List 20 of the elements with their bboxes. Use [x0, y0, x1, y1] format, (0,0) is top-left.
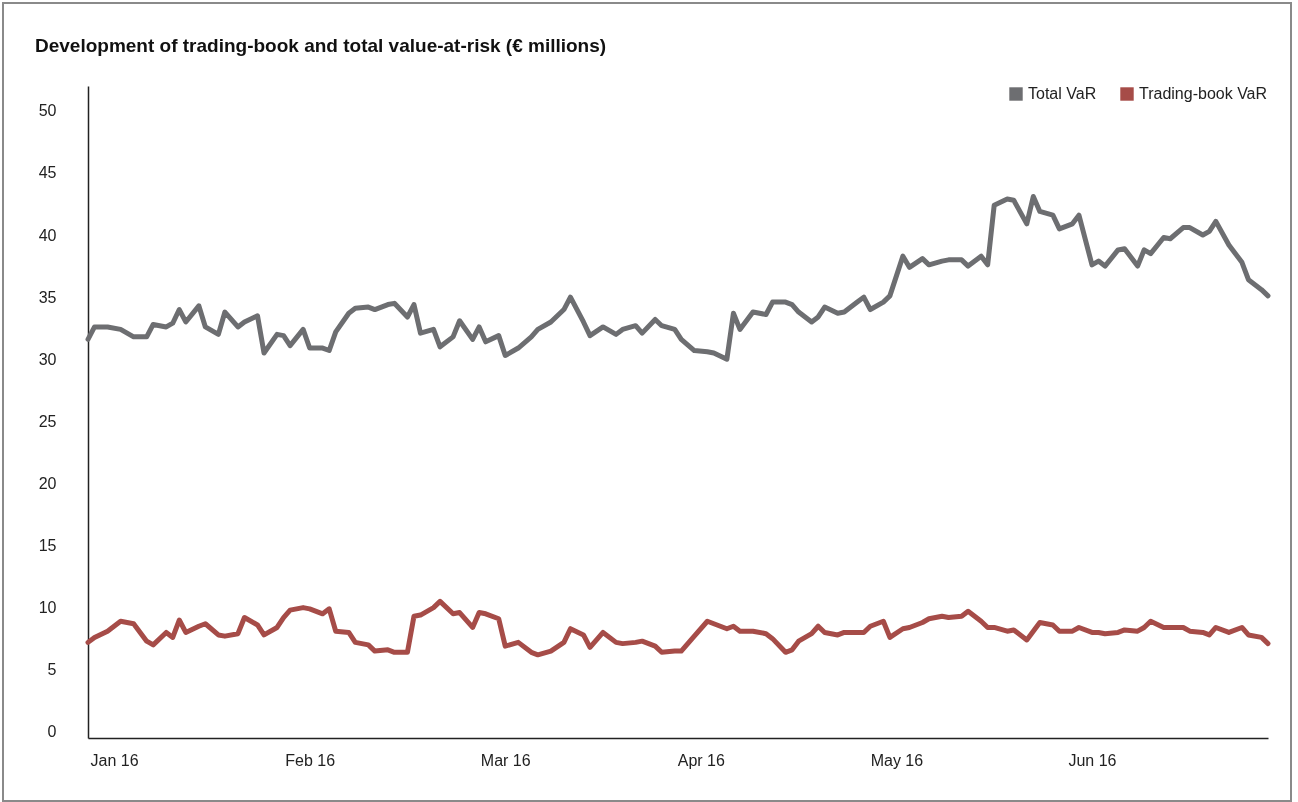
- x-tick-label: Mar 16: [480, 751, 531, 769]
- x-tick-label: May 16: [870, 751, 924, 769]
- x-tick-label: Feb 16: [285, 751, 336, 769]
- y-tick-label: 40: [38, 226, 57, 244]
- y-tick-label: 25: [38, 412, 57, 430]
- x-tick-label: Apr 16: [677, 751, 725, 769]
- chart-title: Development of trading-book and total value-at-risk (€ millions): [35, 35, 607, 56]
- y-tick-label: 45: [38, 164, 57, 182]
- y-tick-label: 35: [38, 288, 57, 306]
- y-tick-label: 50: [38, 102, 57, 120]
- y-tick-label: 30: [38, 350, 57, 368]
- y-tick-label: 15: [38, 537, 57, 554]
- legend-label: Total VaR: [1028, 85, 1097, 102]
- x-tick-label: Jun 16: [1068, 751, 1117, 769]
- y-tick-label: 0: [47, 723, 57, 741]
- y-tick-label: 20: [38, 474, 57, 492]
- y-tick-label: 5: [47, 661, 57, 679]
- x-tick-label: Jan 16: [90, 751, 139, 769]
- y-tick-label: 10: [38, 599, 57, 617]
- legend-label: Trading-book VaR: [1139, 85, 1268, 102]
